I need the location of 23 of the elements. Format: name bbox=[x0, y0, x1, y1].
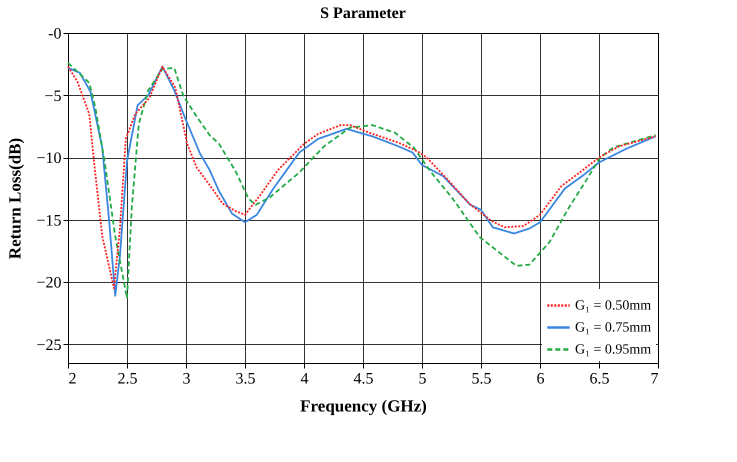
y-tick-label: −20 bbox=[36, 274, 62, 292]
x-tick-label: 4 bbox=[300, 370, 308, 388]
chart-title: S Parameter bbox=[320, 5, 406, 22]
y-tick-label: -0 bbox=[48, 26, 62, 42]
x-tick-label: 3 bbox=[182, 370, 190, 388]
x-axis-title: Frequency (GHz) bbox=[300, 396, 427, 416]
x-tick-label: 4.5 bbox=[354, 370, 374, 388]
legend-label: G₁ = 0.95mm bbox=[575, 342, 652, 358]
x-tick-label: 2.5 bbox=[118, 370, 138, 388]
x-tick-label: 2 bbox=[68, 370, 76, 388]
x-tick-label: 5.5 bbox=[472, 370, 492, 388]
x-tick-label: 5 bbox=[418, 370, 426, 388]
y-axis-title: Return Loss(dB) bbox=[5, 138, 24, 260]
x-tick-label: 7 bbox=[650, 370, 658, 388]
legend-label: G₁ = 0.75mm bbox=[575, 320, 652, 336]
legend-label: G₁ = 0.50mm bbox=[575, 298, 652, 314]
x-tick-label: 3.5 bbox=[236, 370, 256, 388]
y-tick-label: −25 bbox=[36, 336, 62, 354]
y-tick-label: −15 bbox=[36, 212, 62, 230]
x-tick-label: 6 bbox=[536, 370, 544, 388]
x-tick-label: 6.5 bbox=[590, 370, 610, 388]
y-tick-label: −10 bbox=[36, 150, 62, 168]
y-tick-label: −5 bbox=[44, 88, 62, 105]
